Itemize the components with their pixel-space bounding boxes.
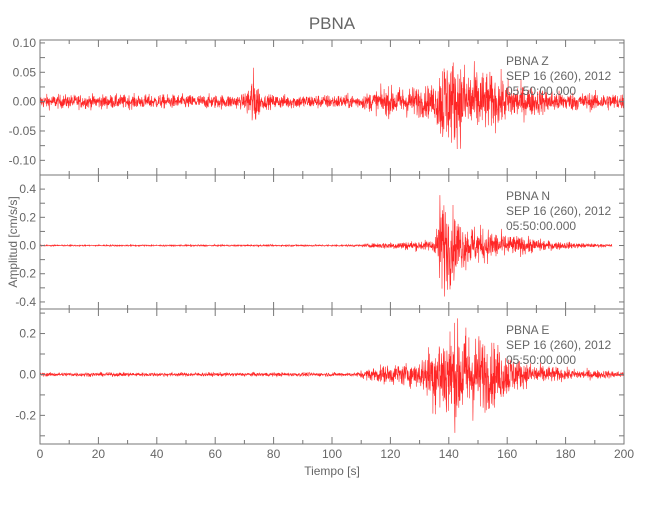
station-label-line1: PBNA N: [506, 189, 550, 203]
y-tick-label: -0.10: [9, 153, 37, 167]
station-label-line1: PBNA Z: [506, 54, 549, 68]
y-tick-label: -0.05: [9, 124, 37, 138]
station-label-line2: SEP 16 (260), 2012: [506, 69, 612, 83]
x-tick-label: 160: [497, 447, 517, 461]
x-tick-label: 100: [322, 447, 342, 461]
y-tick-label: -0.2: [15, 267, 36, 281]
y-tick-label: 0.2: [19, 327, 36, 341]
station-label-line1: PBNA E: [506, 323, 549, 337]
y-tick-label: -0.2: [15, 408, 36, 422]
x-axis-label: Tiempo [s]: [304, 464, 360, 478]
x-tick-label: 80: [267, 447, 281, 461]
x-tick-label: 180: [556, 447, 576, 461]
x-tick-label: 0: [37, 447, 44, 461]
station-label-line2: SEP 16 (260), 2012: [506, 204, 612, 218]
y-tick-label: 0.0: [19, 367, 36, 381]
x-tick-label: 120: [380, 447, 400, 461]
x-tick-label: 140: [439, 447, 459, 461]
y-tick-label: 0.0: [19, 239, 36, 253]
y-axis-label: Amplitud [cm/s/s]: [6, 196, 20, 287]
y-tick-label: 0.2: [19, 210, 36, 224]
y-tick-label: 0.10: [13, 36, 37, 50]
x-tick-label: 200: [614, 447, 634, 461]
y-tick-label: -0.4: [15, 295, 36, 309]
station-label-line2: SEP 16 (260), 2012: [506, 338, 612, 352]
station-label-line3: 05:50:00.000: [506, 219, 576, 233]
trace-N: [39, 195, 613, 297]
x-tick-label: 60: [209, 447, 223, 461]
station-label-line3: 05:50:00.000: [506, 353, 576, 367]
y-tick-label: 0.4: [19, 182, 36, 196]
station-label-line3: 05:50:00.000: [506, 84, 576, 98]
x-tick-label: 20: [92, 447, 106, 461]
trace-E: [39, 318, 625, 433]
y-tick-label: 0.05: [13, 65, 37, 79]
y-tick-label: 0.00: [13, 95, 37, 109]
chart-title: PBNA: [309, 14, 356, 33]
trace-Z: [39, 61, 625, 150]
x-tick-label: 40: [150, 447, 164, 461]
